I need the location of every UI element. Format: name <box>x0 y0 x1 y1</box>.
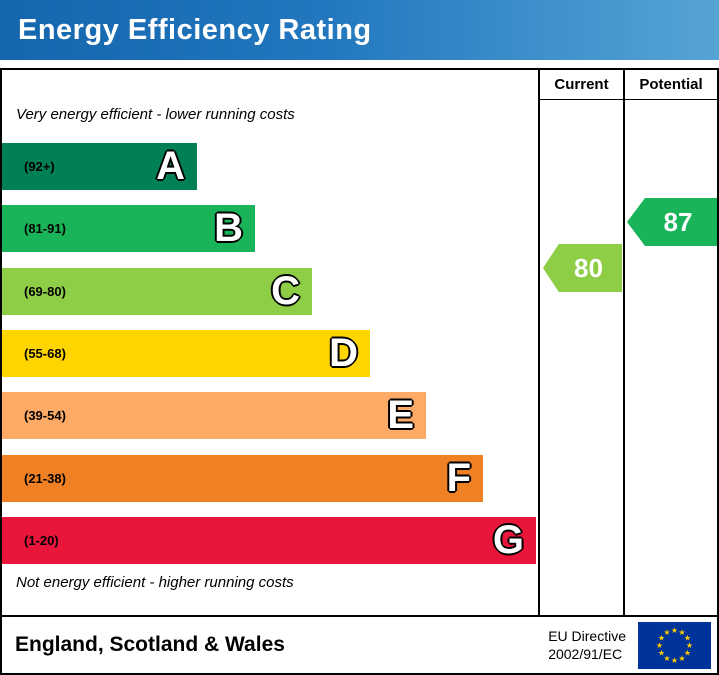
svg-text:★: ★ <box>656 641 663 650</box>
band-letter-d: D <box>329 330 358 375</box>
band-bar-f: (21-38) F <box>2 455 483 502</box>
band-letter-a: A <box>156 143 185 188</box>
top-note: Very energy efficient - lower running co… <box>16 106 295 123</box>
svg-text:★: ★ <box>671 656 678 665</box>
current-column-header: Current <box>540 70 623 100</box>
bottom-note: Not energy efficient - higher running co… <box>16 574 294 591</box>
band-range-d: (55-68) <box>24 346 66 361</box>
band-bar-g: (1-20) G <box>2 517 536 564</box>
chart-frame: Very energy efficient - lower running co… <box>0 68 719 675</box>
eu-flag-icon: ★ ★ ★ ★ ★ ★ ★ ★ ★ ★ ★ ★ <box>638 621 711 669</box>
band-bar-e: (39-54) E <box>2 392 426 439</box>
current-rating-arrow: 80 <box>543 244 622 292</box>
potential-column-header: Potential <box>625 70 717 100</box>
band-bar-b: (81-91) B <box>2 205 255 252</box>
svg-text:★: ★ <box>684 633 691 642</box>
band-bar-c: (69-80) C <box>2 268 312 315</box>
band-bar-a: (92+) A <box>2 143 197 190</box>
band-range-b: (81-91) <box>24 221 66 236</box>
title-banner: Energy Efficiency Rating <box>0 0 719 60</box>
svg-text:★: ★ <box>663 654 670 663</box>
bands-zone: Very energy efficient - lower running co… <box>2 70 538 615</box>
band-letter-g: G <box>492 517 524 562</box>
eu-directive-line1: EU Directive <box>548 627 626 644</box>
potential-column: Potential 87 <box>623 70 717 615</box>
svg-text:★: ★ <box>678 654 685 663</box>
band-range-g: (1-20) <box>24 533 59 548</box>
region-label: England, Scotland & Wales <box>15 633 285 656</box>
svg-text:★: ★ <box>663 628 670 637</box>
eu-directive-label: EU Directive 2002/91/EC <box>548 627 626 663</box>
svg-text:★: ★ <box>671 626 678 635</box>
potential-rating-arrow: 87 <box>627 198 717 246</box>
band-range-f: (21-38) <box>24 471 66 486</box>
band-range-a: (92+) <box>24 159 55 174</box>
band-bar-d: (55-68) D <box>2 330 370 377</box>
band-letter-c: C <box>271 268 300 313</box>
band-range-c: (69-80) <box>24 284 66 299</box>
band-letter-b: B <box>214 205 243 250</box>
footer: England, Scotland & Wales EU Directive 2… <box>2 615 717 673</box>
band-letter-e: E <box>387 392 414 437</box>
band-letter-f: F <box>446 455 471 500</box>
svg-text:★: ★ <box>658 648 665 657</box>
svg-text:★: ★ <box>658 633 665 642</box>
svg-text:★: ★ <box>684 648 691 657</box>
svg-text:★: ★ <box>686 641 693 650</box>
chart-area: Very energy efficient - lower running co… <box>2 70 717 615</box>
page-title: Energy Efficiency Rating <box>18 13 372 46</box>
band-range-e: (39-54) <box>24 408 66 423</box>
eu-directive-line2: 2002/91/EC <box>548 646 623 662</box>
svg-text:★: ★ <box>678 628 685 637</box>
current-column: Current 80 <box>538 70 623 615</box>
